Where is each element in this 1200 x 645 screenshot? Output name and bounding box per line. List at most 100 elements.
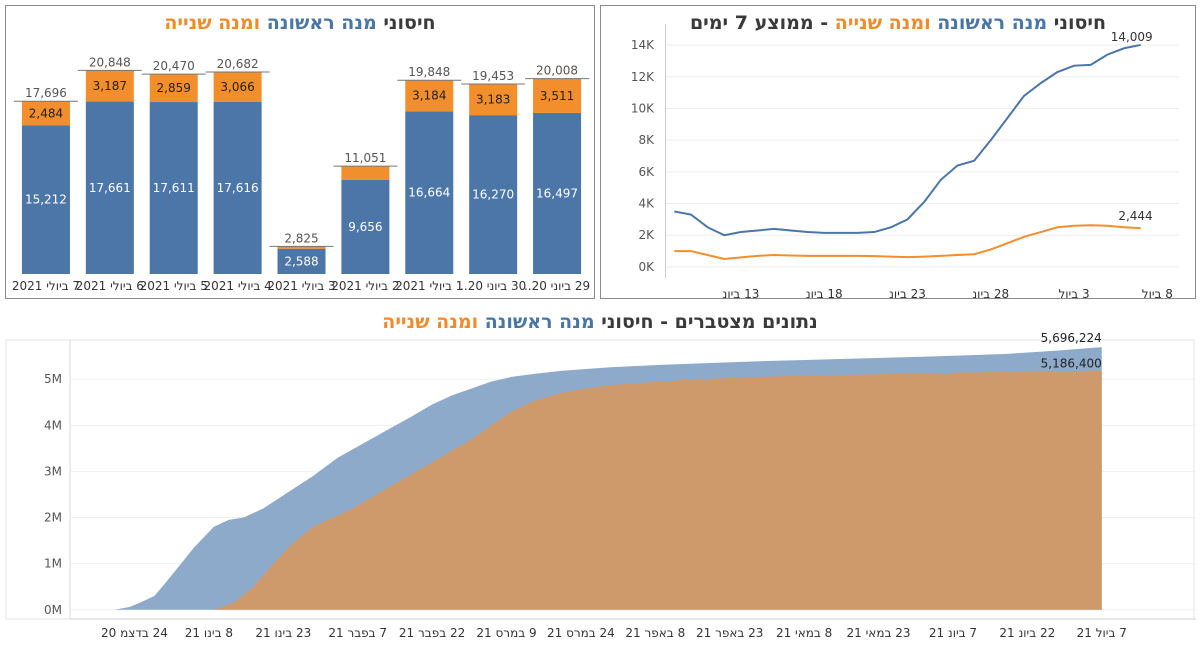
title-part-first-dose: מנה ראשונה [930, 12, 1048, 34]
bar-second-dose-label: 3,066 [220, 80, 254, 94]
x-tick-label: 8 במאי 21 [776, 626, 832, 640]
y-tick-label: 10K [631, 101, 655, 115]
category-tick-label: 1 ביולי 2021 [395, 279, 463, 293]
bar-second-dose-label: 2,484 [29, 106, 63, 120]
bar-total-label: 11,051 [344, 151, 386, 165]
bar-first-dose [213, 101, 262, 275]
bar-second-dose [149, 74, 198, 103]
bar-first-dose [277, 248, 326, 274]
y-tick-label: 6K [638, 165, 655, 179]
bar-first-dose [341, 179, 390, 274]
bar-second-dose [533, 78, 582, 113]
x-tick-label: 7 בפבר 21 [328, 626, 387, 640]
bar-second-dose [469, 84, 518, 116]
bar-first-dose-label: 16,497 [536, 186, 578, 200]
bar-total-label: 19,453 [472, 69, 514, 83]
y-tick-label: 4M [44, 418, 62, 432]
bar-total-label: 19,848 [408, 65, 450, 79]
bar-second-dose-label: 3,511 [540, 89, 574, 103]
x-tick-label: 28 ביונ [972, 287, 1009, 298]
cumulative-title: נתונים מצטברים - חיסוני מנה ראשונה ומנה … [0, 311, 1200, 333]
x-tick-label: 22 בפבר 21 [399, 626, 465, 640]
bar-second-dose-label: 3,183 [476, 93, 510, 107]
bar-second-dose [85, 70, 134, 102]
daily-bars-panel: חיסוני מנה ראשונה ומנה שנייה 20,008 16,49… [5, 5, 595, 299]
x-tick-label: 3 ביול [1058, 287, 1089, 298]
daily-bars-title: חיסוני מנה ראשונה ומנה שנייה [6, 12, 594, 34]
title-part: חיסוני [1047, 12, 1107, 34]
title-part-second-dose: ומנה שנייה [164, 12, 261, 34]
title-part-suffix: - ממוצע 7 ימים [689, 12, 835, 34]
y-tick-label: 4K [638, 197, 655, 211]
x-tick-label: 8 באפר 21 [625, 626, 685, 640]
title-part-first-dose: מנה ראשונה [260, 12, 377, 34]
bar-first-dose [533, 112, 582, 274]
bar-total-label: 17,696 [25, 86, 67, 100]
bar-second-dose [21, 101, 70, 126]
bar-first-dose [405, 111, 454, 274]
bar-total-label: 20,682 [217, 57, 259, 71]
bar-total-label: 20,008 [536, 64, 578, 78]
y-tick-label: 14K [631, 38, 655, 52]
y-tick-label: 0K [638, 260, 655, 274]
category-tick-label: 7 ביולי 2021 [12, 279, 80, 293]
x-tick-label: 23 בינו 21 [255, 626, 311, 640]
y-tick-label: 5M [44, 372, 62, 386]
category-tick-label: 6 ביולי 2021 [76, 279, 144, 293]
bar-first-dose-label: 9,656 [348, 220, 382, 234]
bar-total-label: 20,470 [153, 59, 195, 73]
x-tick-label: 23 באפר 21 [696, 626, 763, 640]
x-tick-label: 24 במרס 21 [547, 626, 615, 640]
bar-first-dose [21, 125, 70, 274]
x-tick-label: 23 במאי 21 [847, 626, 911, 640]
bar-total-label: 20,848 [89, 55, 131, 69]
y-tick-label: 2M [44, 511, 62, 525]
category-tick-label: 30 ביוני 20.. [460, 279, 526, 293]
moving-average-title: חיסוני מנה ראשונה ומנה שנייה - ממוצע 7 י… [601, 12, 1195, 34]
title-part: חיסוני [376, 12, 436, 34]
bar-total-label: 2,825 [284, 231, 318, 245]
moving-average-panel: חיסוני מנה ראשונה ומנה שנייה - ממוצע 7 י… [600, 5, 1196, 299]
x-tick-label: 18 ביונ [806, 287, 843, 298]
bar-first-dose-label: 17,616 [217, 181, 259, 195]
first-dose-line [674, 43, 1141, 237]
x-tick-label: 9 במרס 21 [476, 626, 536, 640]
category-tick-label: 2 ביולי 2021 [331, 279, 399, 293]
bar-second-dose [405, 80, 454, 112]
bar-first-dose-label: 2,588 [284, 254, 318, 268]
x-tick-label: 8 בינו 21 [185, 626, 233, 640]
bar-second-dose [341, 166, 390, 180]
x-tick-label: 8 ביול [1142, 287, 1173, 298]
second-dose-area [213, 370, 1102, 610]
bar-second-dose [277, 246, 326, 249]
x-tick-label: 7 ביול 21 [1077, 626, 1127, 640]
bar-second-dose-label: 3,184 [412, 89, 446, 103]
category-tick-label: 5 ביולי 2021 [140, 279, 208, 293]
y-tick-label: 8K [638, 133, 655, 147]
x-tick-label: 22 ביונ 21 [999, 626, 1055, 640]
daily-bars-chart: 20,008 16,497 3,511 29 ביוני 20.. 19,453 16,2… [12, 55, 590, 293]
bar-first-dose [149, 102, 198, 274]
category-tick-label: 3 ביולי 2021 [267, 279, 335, 293]
bar-second-dose-label: 2,859 [157, 81, 191, 95]
line-end-label: 2,444 [1118, 209, 1152, 223]
bar-first-dose-label: 17,661 [89, 181, 131, 195]
second-dose-line [674, 224, 1141, 260]
y-tick-label: 0M [44, 603, 62, 617]
x-tick-label: 13 ביונ [723, 287, 760, 298]
bar-second-dose-label: 3,187 [93, 79, 127, 93]
title-part-first-dose: מנה ראשונה [478, 311, 595, 333]
bar-first-dose-label: 17,611 [153, 181, 195, 195]
moving-average-chart: 0K 2K 4K 6K 8K 10K 12K 14K 8 ביול 3 ביול 28 ביונ 23… [631, 24, 1179, 298]
x-tick-label: 7 ביונ 21 [929, 626, 977, 640]
category-tick-label: 29 ביוני 20.. [524, 279, 590, 293]
title-part: נתונים מצטברים - חיסוני [594, 311, 818, 333]
y-tick-label: 12K [631, 70, 655, 84]
bar-first-dose [85, 101, 134, 274]
title-part-second-dose: ומנה שנייה [834, 12, 931, 34]
bar-first-dose-label: 15,212 [25, 193, 67, 207]
category-tick-label: 4 ביולי 2021 [204, 279, 272, 293]
y-tick-label: 2K [638, 228, 655, 242]
line-end-label: 14,009 [1111, 30, 1153, 44]
